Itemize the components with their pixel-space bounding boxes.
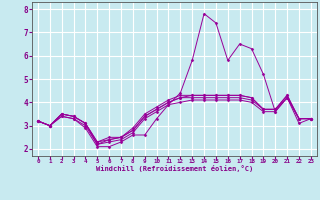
X-axis label: Windchill (Refroidissement éolien,°C): Windchill (Refroidissement éolien,°C) [96, 165, 253, 172]
